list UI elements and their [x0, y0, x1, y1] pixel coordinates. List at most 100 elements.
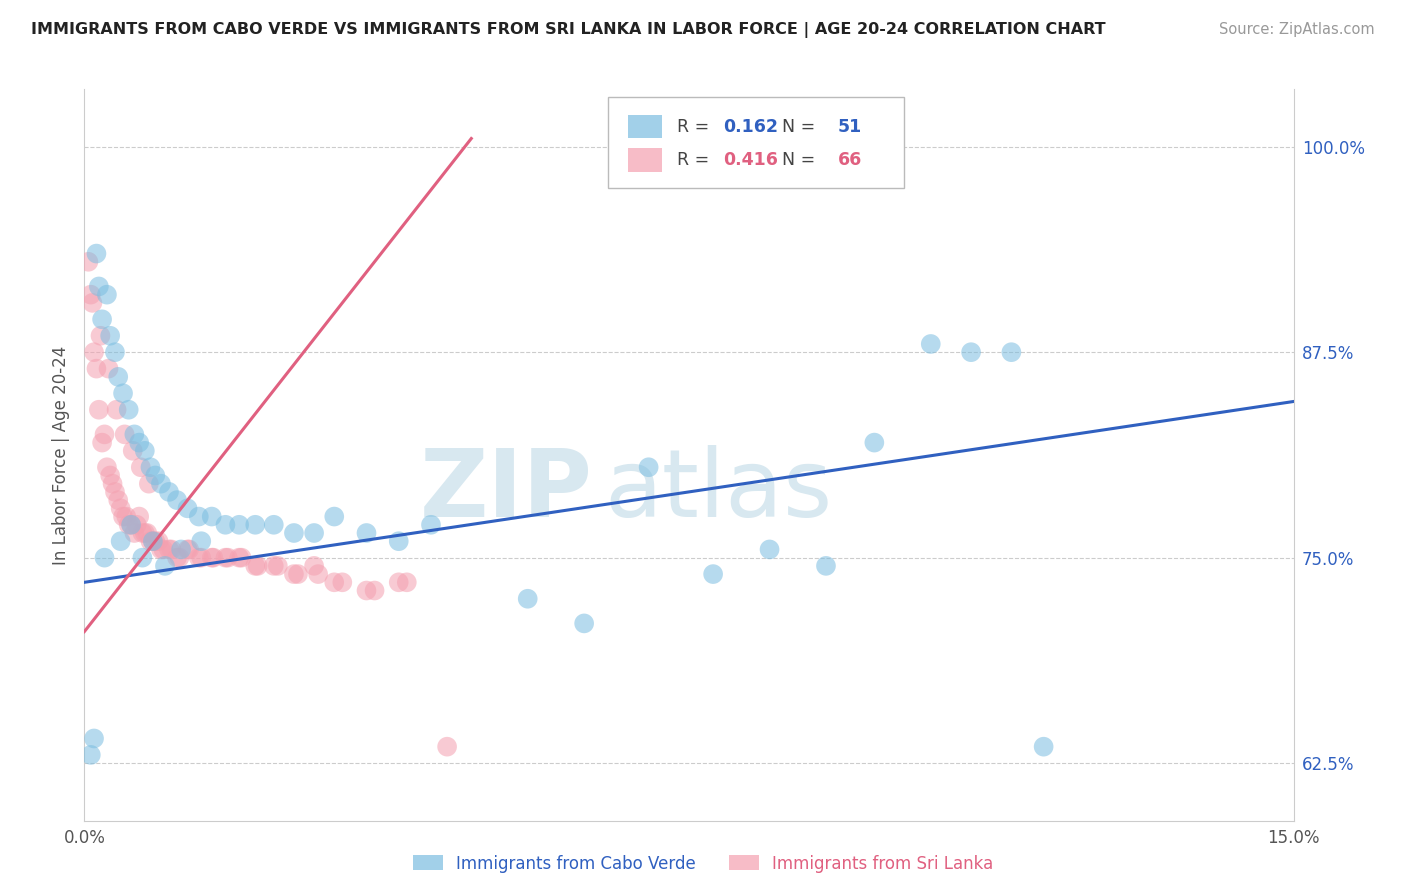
Point	[80, 287, 103, 301]
Point	[323, 575, 346, 590]
Point	[169, 550, 191, 565]
Point	[176, 501, 198, 516]
Point	[166, 493, 188, 508]
Point	[214, 517, 236, 532]
Point	[287, 567, 309, 582]
Point	[228, 550, 250, 565]
Point	[323, 509, 346, 524]
Point	[263, 558, 285, 573]
Point	[201, 509, 224, 524]
Point	[176, 542, 198, 557]
Point	[77, 254, 100, 268]
Text: Source: ZipAtlas.com: Source: ZipAtlas.com	[1219, 22, 1375, 37]
Point	[166, 550, 188, 565]
Point	[356, 583, 378, 598]
Point	[80, 747, 103, 762]
FancyBboxPatch shape	[628, 115, 662, 138]
Point	[125, 517, 148, 532]
Point	[201, 550, 224, 565]
Point	[395, 575, 418, 590]
Point	[91, 312, 114, 326]
Point	[388, 534, 411, 549]
Point	[131, 550, 153, 565]
Point	[139, 460, 162, 475]
Point	[307, 567, 329, 582]
Point	[283, 526, 305, 541]
Point	[139, 534, 162, 549]
Point	[87, 279, 110, 293]
Point	[120, 517, 142, 532]
FancyBboxPatch shape	[628, 148, 662, 172]
Point	[124, 427, 146, 442]
Point	[330, 575, 353, 590]
Point	[104, 345, 127, 359]
Point	[702, 567, 724, 582]
Point	[157, 484, 180, 499]
Text: 0.162: 0.162	[723, 118, 778, 136]
Point	[436, 739, 458, 754]
Point	[143, 534, 166, 549]
Point	[98, 468, 121, 483]
Point	[170, 542, 193, 557]
Point	[1000, 345, 1022, 359]
Point	[118, 402, 141, 417]
Point	[112, 509, 135, 524]
Point	[516, 591, 538, 606]
Point	[149, 542, 172, 557]
Point	[96, 287, 118, 301]
Point	[114, 427, 136, 442]
Point	[134, 443, 156, 458]
Point	[149, 476, 172, 491]
Point	[129, 460, 152, 475]
Point	[110, 501, 132, 516]
Point	[128, 435, 150, 450]
Point	[82, 296, 104, 310]
Point	[245, 517, 267, 532]
Point	[283, 567, 305, 582]
Point	[758, 542, 780, 557]
Point	[187, 509, 209, 524]
Point	[134, 526, 156, 541]
Point	[356, 526, 378, 541]
Point	[263, 517, 285, 532]
Point	[107, 493, 129, 508]
Point	[83, 731, 105, 746]
Point	[104, 484, 127, 499]
Point	[142, 534, 165, 549]
Point	[228, 517, 250, 532]
Point	[363, 583, 385, 598]
Point	[101, 476, 124, 491]
Point	[138, 476, 160, 491]
Text: IMMIGRANTS FROM CABO VERDE VS IMMIGRANTS FROM SRI LANKA IN LABOR FORCE | AGE 20-: IMMIGRANTS FROM CABO VERDE VS IMMIGRANTS…	[31, 22, 1105, 38]
Point	[190, 550, 212, 565]
Point	[136, 526, 159, 541]
Point	[1032, 739, 1054, 754]
Text: R =: R =	[676, 151, 714, 169]
Text: atlas: atlas	[605, 445, 832, 538]
Point	[124, 526, 146, 541]
Point	[83, 345, 105, 359]
Point	[115, 509, 138, 524]
Point	[245, 558, 267, 573]
Point	[572, 616, 595, 631]
Point	[246, 558, 269, 573]
Point	[637, 460, 659, 475]
Text: N =: N =	[770, 118, 821, 136]
Point	[97, 361, 120, 376]
Point	[98, 328, 121, 343]
Point	[142, 534, 165, 549]
Text: N =: N =	[770, 151, 821, 169]
Point	[110, 534, 132, 549]
Point	[153, 558, 176, 573]
Point	[863, 435, 886, 450]
Point	[131, 526, 153, 541]
Text: 51: 51	[838, 118, 862, 136]
Point	[179, 542, 201, 557]
Point	[112, 386, 135, 401]
Text: ZIP: ZIP	[419, 445, 592, 538]
Point	[93, 550, 115, 565]
Point	[128, 509, 150, 524]
Point	[960, 345, 983, 359]
Point	[120, 517, 142, 532]
Point	[93, 427, 115, 442]
